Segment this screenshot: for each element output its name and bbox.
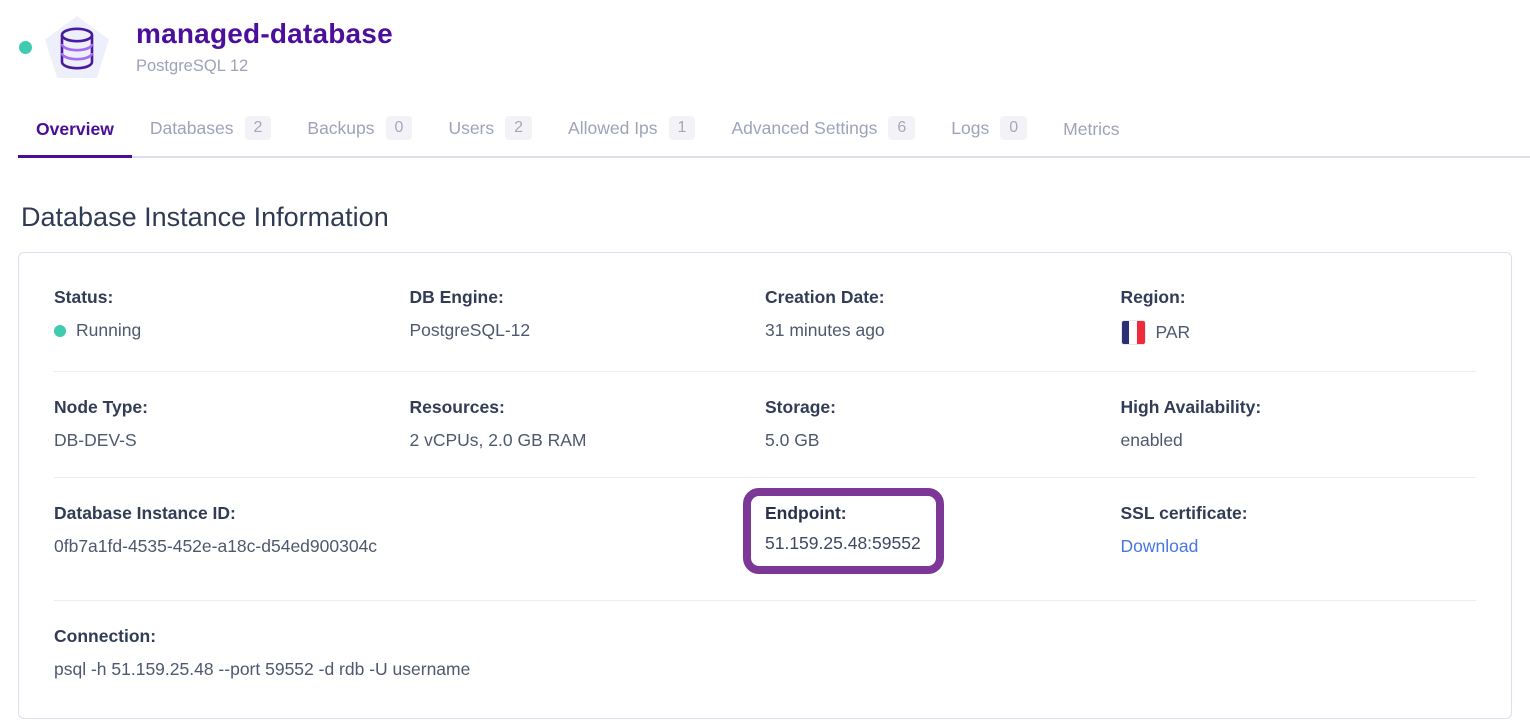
field-label: DB Engine: [409, 287, 504, 307]
field-label: Resources: [409, 397, 505, 417]
tab-label: Logs [951, 117, 990, 138]
info-row-1: Status: Running DB Engine: PostgreSQL-12… [54, 287, 1476, 345]
instance-info-card: Status: Running DB Engine: PostgreSQL-12… [18, 252, 1512, 719]
field-label: Creation Date: [765, 287, 885, 307]
section-title: Database Instance Information [21, 202, 389, 232]
info-row-3: Database Instance ID: 0fb7a1fd-4535-452e… [54, 488, 1477, 574]
field-label: Storage: [765, 397, 836, 417]
running-status-dot-icon [54, 324, 66, 337]
field-storage: Storage: 5.0 GB [765, 397, 1121, 451]
field-label: Node Type: [54, 397, 148, 417]
tab-count-badge: 2 [244, 116, 272, 140]
field-value: PAR [1120, 320, 1477, 345]
row-divider [54, 371, 1476, 372]
tab-metrics[interactable]: Metrics [1045, 115, 1137, 156]
field-label: Status: [54, 287, 114, 307]
field-creation-date: Creation Date: 31 minutes ago [765, 287, 1121, 345]
field-value: Running [54, 320, 410, 341]
tab-backups[interactable]: Backups 0 [289, 112, 430, 156]
row-divider [54, 477, 1476, 478]
tab-bar: Overview Databases 2 Backups 0 Users 2 A… [18, 112, 1530, 158]
tab-label: Advanced Settings [731, 117, 878, 138]
tab-label: Users [448, 117, 495, 138]
page-title: managed-database [136, 18, 393, 49]
field-label: Region: [1120, 287, 1186, 307]
tab-label: Backups [307, 117, 375, 138]
tab-count-badge: 6 [888, 116, 916, 140]
field-endpoint: Endpoint: 51.159.25.48:59552 [743, 488, 1121, 574]
tab-label: Metrics [1063, 119, 1120, 139]
field-label: High Availability: [1120, 397, 1262, 417]
field-node-type: Node Type: DB-DEV-S [54, 397, 410, 451]
field-value: PostgreSQL-12 [409, 320, 531, 340]
title-block: managed-database PostgreSQL 12 [136, 18, 393, 76]
field-value: enabled [1120, 430, 1183, 450]
field-label: Database Instance ID: [54, 503, 236, 523]
field-label: SSL certificate: [1120, 503, 1248, 523]
field-value: 5.0 GB [765, 430, 820, 450]
tab-allowed-ips[interactable]: Allowed Ips 1 [550, 112, 713, 156]
region-value-text: PAR [1155, 322, 1191, 342]
field-connection: Connection: psql -h 51.159.25.48 --port … [54, 626, 765, 680]
tab-users[interactable]: Users 2 [430, 112, 550, 156]
field-status: Status: Running [54, 287, 410, 345]
ssl-download-link[interactable]: Download [1120, 536, 1199, 556]
tab-label: Databases [149, 117, 234, 138]
tab-label: Allowed Ips [568, 117, 658, 138]
tab-count-badge: 0 [1000, 116, 1028, 140]
info-row-2: Node Type: DB-DEV-S Resources: 2 vCPUs, … [54, 397, 1476, 451]
field-value: 51.159.25.48:59552 [765, 533, 921, 553]
tab-databases[interactable]: Databases 2 [132, 112, 290, 156]
info-row-4: Connection: psql -h 51.159.25.48 --port … [54, 626, 1476, 680]
instance-header: managed-database PostgreSQL 12 [18, 16, 1512, 78]
tab-logs[interactable]: Logs 0 [933, 112, 1045, 156]
database-icon-badge [45, 16, 109, 78]
field-value: DB-DEV-S [54, 430, 137, 450]
field-value: 2 vCPUs, 2.0 GB RAM [409, 430, 587, 450]
status-value-text: Running [76, 320, 142, 340]
field-high-availability: High Availability: enabled [1121, 397, 1477, 451]
field-value: 0fb7a1fd-4535-452e-a18c-d54ed900304c [54, 536, 378, 556]
tab-count-badge: 1 [668, 116, 696, 140]
database-icon [60, 27, 94, 70]
status-indicator-dot [19, 40, 32, 54]
page-subtitle: PostgreSQL 12 [136, 57, 249, 75]
field-instance-id: Database Instance ID: 0fb7a1fd-4535-452e… [54, 503, 765, 574]
field-label: Endpoint: [765, 503, 847, 523]
tab-count-badge: 2 [505, 116, 533, 140]
tab-advanced-settings[interactable]: Advanced Settings 6 [713, 112, 933, 156]
france-flag-icon [1120, 320, 1146, 345]
field-region: Region: PAR [1120, 287, 1477, 345]
tab-count-badge: 0 [385, 116, 413, 140]
field-ssl-certificate: SSL certificate: Download [1121, 503, 1477, 574]
tab-overview[interactable]: Overview [18, 115, 132, 158]
field-db-engine: DB Engine: PostgreSQL-12 [410, 287, 766, 345]
connection-command: psql -h 51.159.25.48 --port 59552 -d rdb… [54, 659, 471, 679]
endpoint-highlight-annotation: Endpoint: 51.159.25.48:59552 [743, 488, 944, 574]
row-divider [54, 600, 1476, 601]
field-value: 31 minutes ago [765, 320, 885, 340]
field-resources: Resources: 2 vCPUs, 2.0 GB RAM [410, 397, 766, 451]
tab-label: Overview [36, 119, 114, 139]
field-label: Connection: [54, 626, 157, 646]
